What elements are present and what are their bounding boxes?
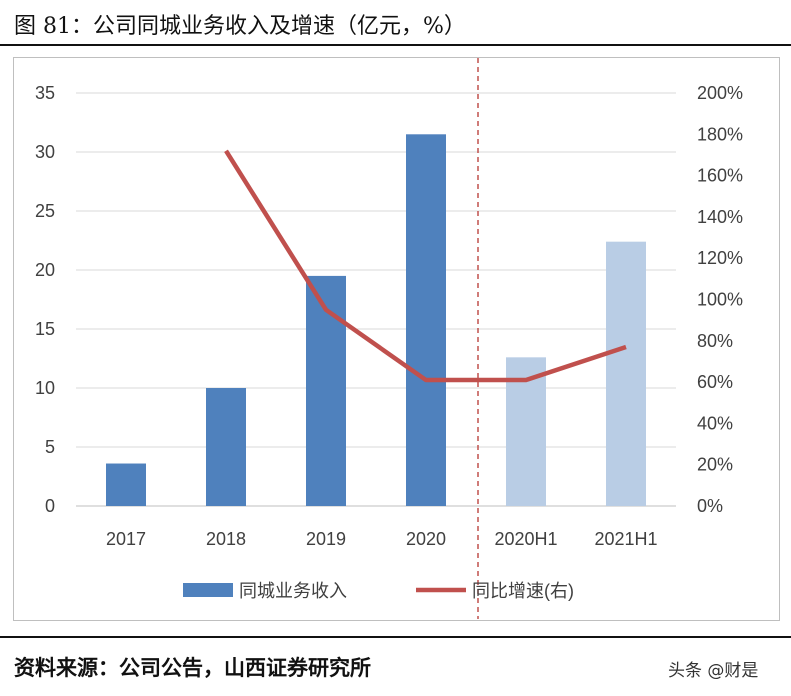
- y-tick-label: 15: [35, 319, 55, 339]
- y-tick-label: 35: [35, 83, 55, 103]
- y-tick-label: 10: [35, 378, 55, 398]
- x-tick-label: 2020H1: [494, 529, 557, 549]
- y2-tick-label: 40%: [697, 413, 733, 433]
- y2-tick-label: 0%: [697, 496, 723, 516]
- y2-tick-label: 140%: [697, 207, 743, 227]
- legend-label: 同比增速(右): [472, 581, 574, 601]
- x-tick-label: 2017: [106, 529, 146, 549]
- legend-swatch-bar: [183, 583, 233, 597]
- bar: [306, 275, 346, 506]
- title-divider: [0, 44, 791, 46]
- y-tick-label: 30: [35, 142, 55, 162]
- y-tick-label: 25: [35, 201, 55, 221]
- x-tick-label: 2021H1: [594, 529, 657, 549]
- y-tick-label: 0: [45, 496, 55, 516]
- bar: [606, 241, 646, 506]
- y-tick-label: 20: [35, 260, 55, 280]
- y2-tick-label: 180%: [697, 124, 743, 144]
- y2-tick-label: 100%: [697, 290, 743, 310]
- y2-tick-label: 160%: [697, 166, 743, 186]
- bar: [406, 134, 446, 507]
- chart-title: 图 81：公司同城业务收入及增速（亿元，%）: [14, 14, 466, 39]
- y2-tick-label: 200%: [697, 83, 743, 103]
- x-tick-label: 2019: [306, 529, 346, 549]
- y2-tick-label: 60%: [697, 372, 733, 392]
- growth-line: [224, 149, 627, 383]
- bar: [106, 463, 146, 506]
- x-tick-label: 2018: [206, 529, 246, 549]
- chart-frame: [13, 57, 780, 621]
- watermark: 头条 @财是: [668, 661, 759, 681]
- y2-tick-label: 120%: [697, 248, 743, 268]
- source-note: 资料来源：公司公告，山西证券研究所: [14, 656, 371, 680]
- footer-divider: [0, 636, 791, 638]
- legend-label: 同城业务收入: [239, 581, 347, 601]
- y2-tick-label: 20%: [697, 455, 733, 475]
- y-tick-label: 5: [45, 437, 55, 457]
- bar: [206, 388, 246, 506]
- x-tick-label: 2020: [406, 529, 446, 549]
- y2-tick-label: 80%: [697, 331, 733, 351]
